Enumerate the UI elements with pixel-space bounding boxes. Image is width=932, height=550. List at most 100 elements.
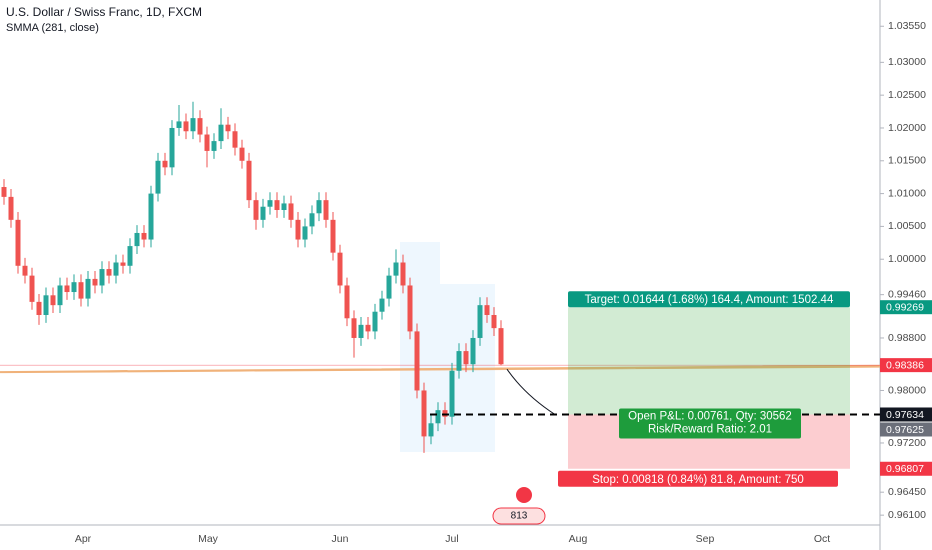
candle-body bbox=[148, 193, 154, 240]
target-label-box bbox=[568, 291, 850, 308]
candle-body bbox=[225, 124, 231, 132]
candle-body bbox=[309, 213, 315, 227]
candle-body bbox=[358, 324, 364, 338]
pnl-box bbox=[619, 408, 801, 439]
y-tick-label: 0.98800 bbox=[888, 332, 926, 344]
candle-body bbox=[106, 269, 112, 276]
x-tick-label: Aug bbox=[569, 533, 588, 545]
y-tick-label: 0.98000 bbox=[888, 384, 926, 396]
candle-body bbox=[8, 196, 14, 220]
candle-body bbox=[134, 232, 140, 247]
candle-body bbox=[232, 131, 238, 148]
projection-curve bbox=[506, 368, 556, 415]
event-badge bbox=[492, 507, 546, 525]
stop-label-box bbox=[558, 470, 838, 487]
price-label-box bbox=[880, 407, 932, 422]
candle-body bbox=[113, 262, 119, 276]
candle-body bbox=[50, 295, 56, 306]
event-icon bbox=[516, 487, 532, 503]
price-label: 0.97634 bbox=[886, 409, 924, 421]
candle-body bbox=[379, 298, 385, 312]
candle-body bbox=[15, 219, 21, 266]
candle-body bbox=[421, 390, 427, 437]
y-tick-label: 0.99460 bbox=[888, 288, 926, 300]
target-zone bbox=[568, 307, 850, 415]
candle-body bbox=[162, 160, 168, 168]
x-tick-label: May bbox=[198, 533, 219, 545]
candle-body bbox=[99, 269, 105, 286]
candle-body bbox=[316, 200, 322, 214]
candle-body bbox=[78, 282, 84, 299]
price-label-box bbox=[880, 300, 932, 315]
y-tick-label: 0.97200 bbox=[888, 437, 926, 449]
candle-body bbox=[302, 226, 308, 240]
candle-body bbox=[176, 121, 182, 128]
y-tick-label: 1.01500 bbox=[888, 155, 926, 167]
candle-body bbox=[29, 275, 35, 302]
candle-body bbox=[442, 410, 448, 417]
y-tick-label: 0.96450 bbox=[888, 486, 926, 498]
candle-body bbox=[428, 423, 434, 437]
price-label-box bbox=[880, 358, 932, 373]
candle-body bbox=[463, 351, 469, 365]
price-label: 0.97625 bbox=[886, 424, 924, 436]
candle-body bbox=[85, 278, 91, 299]
candle-body bbox=[372, 311, 378, 332]
candle-body bbox=[400, 262, 406, 286]
target-label: Target: 0.01644 (1.68%) 164.4, Amount: 1… bbox=[585, 294, 834, 306]
profile-area bbox=[400, 242, 440, 452]
candle-body bbox=[393, 262, 399, 276]
candle-body bbox=[64, 285, 70, 293]
candle-body bbox=[253, 200, 259, 220]
candle-body bbox=[127, 246, 133, 266]
x-tick-label: Apr bbox=[75, 533, 92, 545]
candle-body bbox=[267, 200, 273, 207]
candle-body bbox=[449, 370, 455, 417]
candle-body bbox=[337, 252, 343, 286]
candle-body bbox=[239, 147, 245, 161]
x-tick-label: Oct bbox=[814, 533, 830, 545]
candle-body bbox=[288, 203, 294, 220]
candle-body bbox=[36, 301, 42, 315]
price-label: 0.96807 bbox=[886, 463, 924, 475]
candle-body bbox=[155, 160, 161, 194]
candle-body bbox=[211, 141, 217, 151]
stop-label: Stop: 0.00818 (0.84%) 81.8, Amount: 750 bbox=[592, 474, 804, 486]
candle-body bbox=[71, 282, 77, 293]
candle-body bbox=[197, 118, 203, 135]
price-label-box bbox=[880, 422, 932, 437]
candle-body bbox=[43, 295, 49, 315]
candle-body bbox=[414, 331, 420, 391]
x-tick-label: Jun bbox=[332, 533, 349, 545]
candle-body bbox=[141, 232, 147, 240]
candle-body bbox=[246, 160, 252, 201]
candle-body bbox=[120, 262, 126, 266]
candle-body bbox=[456, 351, 462, 371]
y-tick-label: 1.02500 bbox=[888, 89, 926, 101]
y-tick-label: 0.96100 bbox=[888, 509, 926, 521]
x-tick-label: Sep bbox=[696, 533, 715, 545]
candle-body bbox=[323, 200, 329, 220]
pnl-label: Open P&L: 0.00761, Qty: 30562 bbox=[628, 411, 792, 423]
badge-text: 813 bbox=[511, 511, 528, 522]
candle-body bbox=[477, 305, 483, 338]
y-tick-label: 1.00000 bbox=[888, 253, 926, 265]
candle-body bbox=[218, 124, 224, 142]
y-tick-label: 1.03000 bbox=[888, 56, 926, 68]
candle-body bbox=[190, 118, 196, 132]
candle-body bbox=[281, 203, 287, 210]
chart-title: U.S. Dollar / Swiss Franc, 1D, FXCM bbox=[6, 5, 202, 19]
candle-body bbox=[484, 305, 490, 315]
candle-body bbox=[274, 200, 280, 210]
candle-body bbox=[1, 187, 7, 197]
candle-body bbox=[204, 134, 210, 151]
candle-body bbox=[498, 328, 504, 365]
price-label: 0.98386 bbox=[886, 359, 924, 371]
candle-body bbox=[295, 219, 301, 240]
candle-body bbox=[491, 315, 497, 329]
candle-body bbox=[365, 324, 371, 332]
candle-body bbox=[169, 127, 175, 168]
y-tick-label: 1.00500 bbox=[888, 220, 926, 232]
candle-body bbox=[344, 285, 350, 319]
